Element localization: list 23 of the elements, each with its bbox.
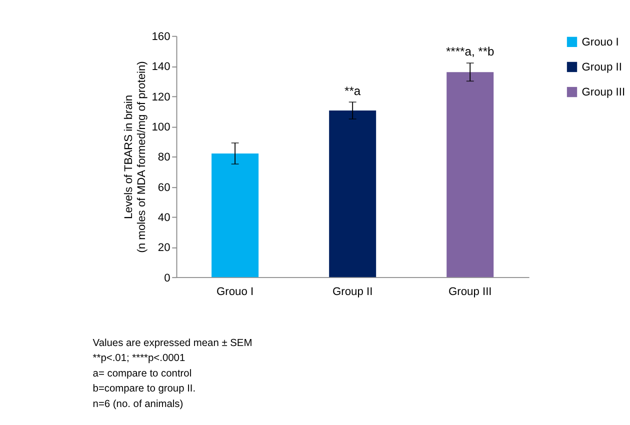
text: n=6 (no. of animals) [92, 399, 184, 410]
text: **p<.01; ****p<.0001 [92, 353, 186, 364]
x-tick-label: Group III [448, 286, 492, 298]
y-tick-label: 160 [152, 31, 170, 44]
y-tick-label: 0 [164, 272, 170, 284]
annotation: ****a, **b [446, 44, 495, 59]
x-tick-label: Group II [332, 286, 373, 298]
text: Values are expressed mean ± SEM [92, 338, 252, 349]
text: b=compare to group II. [92, 384, 196, 395]
legend-label: Group III [582, 86, 626, 99]
y-tick-label: 100 [152, 122, 170, 134]
y-axis-title: Levels of TBARS in brain (n moles of MDA formed/mg of protein) [123, 60, 148, 253]
annotation: **a [344, 84, 361, 98]
x-tick-label: Grouo I [216, 286, 254, 298]
text: a= compare to control [92, 368, 192, 380]
y-tick-label: 60 [158, 182, 170, 194]
y-tick-label: 80 [158, 152, 170, 164]
y-tick-label: 40 [158, 212, 170, 224]
legend-label: Grouo I [582, 36, 619, 49]
y-tick-label: 120 [152, 91, 170, 104]
y-tick-label: 20 [158, 242, 170, 254]
legend-label: Group II [582, 62, 622, 74]
y-tick-label: 140 [152, 61, 170, 74]
